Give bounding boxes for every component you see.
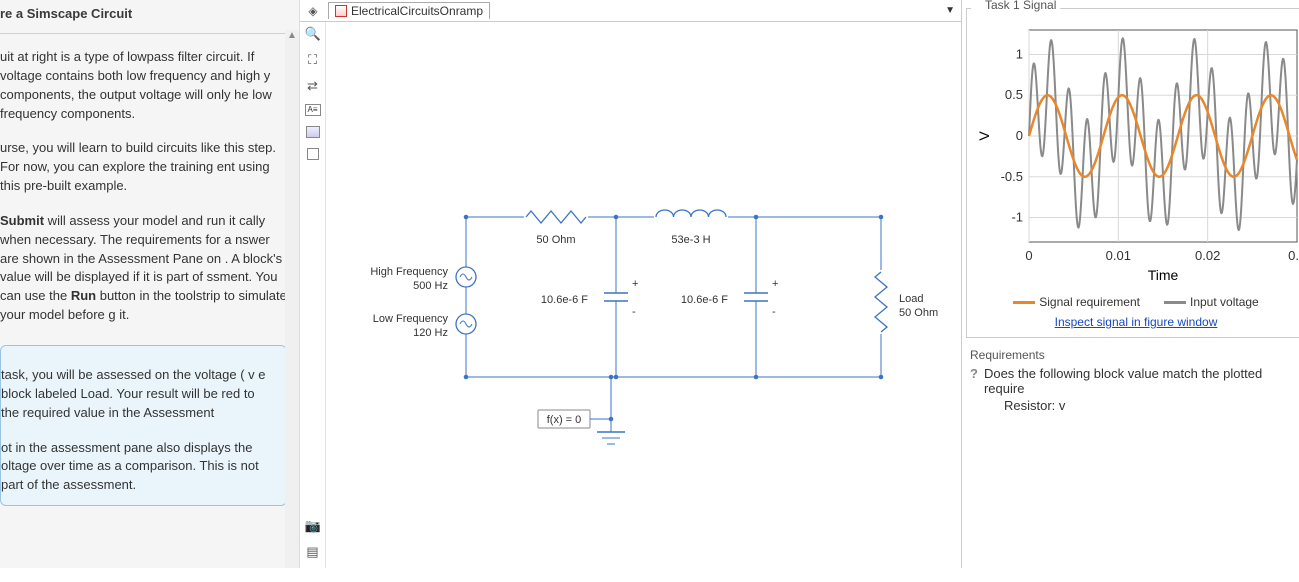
- svg-text:-: -: [632, 306, 636, 318]
- svg-text:120 Hz: 120 Hz: [413, 327, 448, 339]
- task-callout: task, you will be assessed on the voltag…: [0, 345, 287, 506]
- svg-text:Low Frequency: Low Frequency: [373, 313, 449, 325]
- fit-icon[interactable]: ⛶: [305, 52, 321, 68]
- annotate-icon[interactable]: A≡: [305, 104, 321, 116]
- legend-in-label: Input voltage: [1190, 295, 1259, 309]
- canvas-toolbar: 🔍 ⛶ ⇄ A≡ 📷 ▤: [300, 22, 326, 568]
- svg-text:1: 1: [1016, 46, 1023, 61]
- svg-text:Load: Load: [899, 293, 923, 305]
- canvas-area: ◈ ElectricalCircuitsOnramp ▼ 🔍 ⛶ ⇄ A≡ 📷 …: [300, 0, 961, 568]
- image-icon[interactable]: [306, 126, 320, 138]
- svg-text:0.01: 0.01: [1106, 248, 1131, 263]
- svg-text:High Frequency: High Frequency: [370, 266, 448, 278]
- callout-p2: ot in the assessment pane also displays …: [1, 439, 276, 496]
- circuit-diagram: 50 Ohm 53e-3 H + - 10.6e-6 F + - 10.6e-6 F Load 5…: [326, 22, 961, 582]
- task-title: Task 1 Signal: [981, 0, 1060, 12]
- list-icon[interactable]: ▤: [305, 544, 321, 560]
- nav-target-icon[interactable]: ◈: [304, 4, 322, 18]
- svg-text:+: +: [632, 278, 638, 290]
- svg-text:0.02: 0.02: [1195, 248, 1220, 263]
- box-icon[interactable]: [307, 148, 319, 160]
- model-tab[interactable]: ElectricalCircuitsOnramp: [328, 2, 490, 19]
- instruction-submit-para: Submit will assess your model and run it…: [0, 212, 287, 325]
- svg-text:50 Ohm: 50 Ohm: [536, 234, 575, 246]
- assessment-panel: Task 1 Signal -1 -0.5 0 0.5 1 0 0.01 0.02 0. V Tim…: [961, 0, 1299, 568]
- requirements-heading: Requirements: [962, 344, 1299, 364]
- camera-icon[interactable]: 📷: [305, 518, 321, 534]
- canvas-topbar: ◈ ElectricalCircuitsOnramp ▼: [300, 0, 961, 22]
- signal-plot: -1 -0.5 0 0.5 1 0 0.01 0.02 0. V Time: [971, 20, 1299, 290]
- legend-req-label: Signal requirement: [1039, 295, 1140, 309]
- model-canvas[interactable]: 50 Ohm 53e-3 H + - 10.6e-6 F + - 10.6e-6 F Load 5…: [326, 22, 961, 568]
- svg-text:53e-3 H: 53e-3 H: [671, 234, 710, 246]
- inspect-signal-link[interactable]: Inspect signal in figure window: [1055, 315, 1218, 329]
- left-scrollbar[interactable]: ▲: [285, 30, 299, 568]
- model-tab-label: ElectricalCircuitsOnramp: [351, 4, 483, 18]
- svg-text:f(x) = 0: f(x) = 0: [547, 414, 582, 426]
- svg-text:10.6e-6 F: 10.6e-6 F: [541, 294, 588, 306]
- svg-text:0.5: 0.5: [1005, 87, 1023, 102]
- model-dropdown-icon[interactable]: ▼: [945, 5, 955, 16]
- svg-text:Time: Time: [1148, 267, 1179, 283]
- svg-text:0: 0: [1016, 128, 1023, 143]
- svg-text:0: 0: [1025, 248, 1032, 263]
- question-icon: ?: [970, 366, 978, 381]
- requirement-detail: Resistor: v: [962, 398, 1299, 413]
- arrows-icon[interactable]: ⇄: [305, 78, 321, 94]
- svg-text:0.: 0.: [1288, 248, 1299, 263]
- svg-text:V: V: [976, 131, 992, 141]
- svg-text:500 Hz: 500 Hz: [413, 280, 448, 292]
- model-icon: [335, 5, 347, 17]
- instruction-title: re a Simscape Circuit: [0, 0, 299, 34]
- instruction-p1: uit at right is a type of lowpass filter…: [0, 48, 287, 123]
- svg-text:50 Ohm: 50 Ohm: [899, 307, 938, 319]
- svg-text:10.6e-6 F: 10.6e-6 F: [681, 294, 728, 306]
- svg-text:-0.5: -0.5: [1001, 169, 1023, 184]
- callout-p1: task, you will be assessed on the voltag…: [1, 366, 276, 423]
- svg-text:+: +: [772, 278, 778, 290]
- svg-text:-: -: [772, 306, 776, 318]
- signal-fieldset: Task 1 Signal -1 -0.5 0 0.5 1 0 0.01 0.02 0. V Tim…: [966, 0, 1299, 338]
- plot-legend: Signal requirement Input voltage: [971, 295, 1299, 309]
- requirement-row: ? Does the following block value match t…: [962, 364, 1299, 398]
- requirement-text: Does the following block value match the…: [984, 366, 1291, 396]
- instruction-panel: re a Simscape Circuit ▲ uit at right is …: [0, 0, 300, 568]
- instruction-p2a: urse, you will learn to build circuits l…: [0, 139, 287, 196]
- svg-text:-1: -1: [1011, 210, 1023, 225]
- zoom-icon[interactable]: 🔍: [305, 26, 321, 42]
